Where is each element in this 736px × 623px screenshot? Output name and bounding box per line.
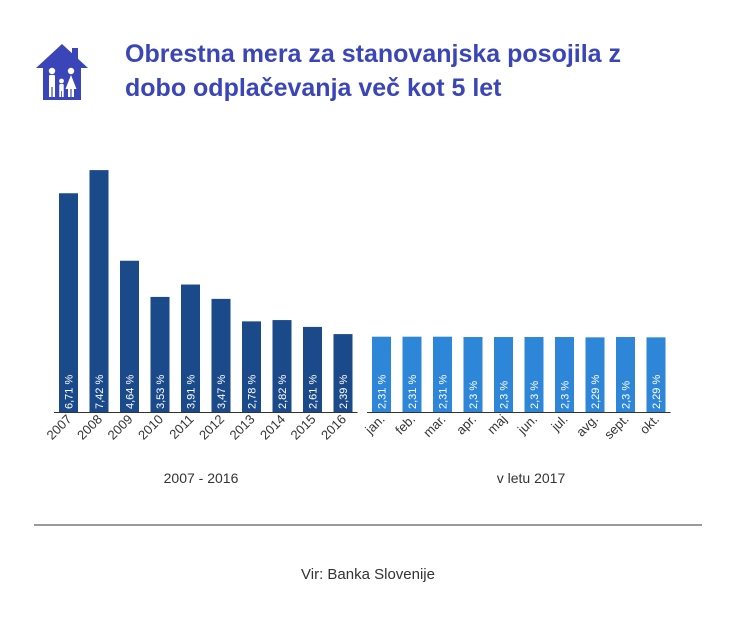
bar-2017-value-label: 2,3 % — [529, 381, 541, 409]
bar-2007-2016-value-label: 7,42 % — [94, 375, 106, 409]
divider — [34, 524, 702, 526]
bar-2017-x-axis-title: v letu 2017 — [497, 470, 566, 486]
bar-2007-2016-tick-label: 2009 — [105, 412, 136, 443]
bar-2017-7 — [555, 337, 574, 412]
bar-2017-tick-label: maj — [484, 411, 509, 436]
bar-2007-2016-tick-label: 2007 — [44, 412, 75, 443]
bar-2017-value-label: 2,31 % — [377, 375, 389, 409]
bar-2007-2016-2 — [89, 170, 109, 412]
bar-2017-value-label: 2,3 % — [468, 381, 480, 409]
bar-2017-3 — [433, 336, 452, 412]
bar-2007-2016-6 — [211, 298, 231, 412]
chart-title: Obrestna mera za stanovanjska posojila z… — [125, 37, 725, 105]
bar-2017-tick-label: jan. — [361, 412, 387, 438]
bar-2007-2016-10 — [333, 334, 353, 412]
bar-2017-value-label: 2,31 % — [438, 375, 450, 409]
bar-2017-value-label: 2,3 % — [560, 381, 572, 409]
bar-2017-4 — [463, 337, 483, 412]
bar-2017-tick-label: sept. — [601, 412, 632, 443]
bar-2007-2016-value-label: 2,78 % — [247, 375, 259, 409]
bar-2017-tick-label: jun. — [514, 412, 540, 438]
bar-2007-2016-tick-label: 2013 — [227, 412, 258, 443]
bar-2007-2016-value-label: 2,82 % — [277, 375, 289, 409]
bar-2007-2016-value-label: 2,61 % — [308, 375, 320, 409]
bar-2017-value-label: 2,3 % — [499, 381, 511, 409]
house-family-icon — [36, 44, 88, 100]
bar-2007-2016-value-label: 2,39 % — [338, 375, 350, 409]
bar-charts: 6,71 % 2007 7,42 % 2008 4,64 % 2009 3,53 % 2010… — [44, 170, 671, 486]
bar-2007-2016-tick-label: 2014 — [257, 412, 288, 443]
bar-2007-2016-1 — [59, 193, 78, 412]
bar-2017-1 — [372, 336, 391, 412]
bar-2007-2016-4 — [150, 296, 170, 412]
bar-2007-2016-7 — [242, 321, 261, 412]
bar-2007-2016-value-label: 3,53 % — [155, 375, 167, 409]
bar-2017-9 — [616, 337, 635, 412]
chart-title-line-1: Obrestna mera za stanovanjska posojila z — [125, 40, 622, 68]
bar-2017-10 — [646, 337, 666, 412]
bar-2007-2016-tick-label: 2016 — [318, 412, 349, 443]
bar-2007-2016-tick-label: 2012 — [196, 412, 227, 443]
bar-2007-2016-5 — [181, 284, 200, 412]
bar-2017-value-label: 2,31 % — [407, 375, 419, 409]
bar-2007-2016-3 — [120, 260, 139, 412]
bar-2007-2016-tick-label: 2015 — [288, 412, 319, 443]
bar-2017-value-label: 2,29 % — [590, 375, 602, 409]
bar-2017-tick-label: okt. — [637, 412, 662, 437]
bar-2017-6 — [524, 337, 544, 412]
bar-2007-2016-tick-label: 2010 — [135, 412, 166, 443]
bar-2017-8 — [585, 337, 605, 412]
bar-2017-tick-label: jul. — [548, 412, 571, 435]
bar-2017-value-label: 2,3 % — [621, 381, 633, 409]
bar-2007-2016-value-label: 4,64 % — [125, 375, 137, 409]
bar-2017-tick-label: avg. — [573, 412, 601, 440]
bar-2007-2016-8 — [272, 320, 292, 412]
bar-2007-2016-tick-label: 2011 — [166, 412, 196, 442]
bar-2017-tick-label: feb. — [392, 412, 418, 438]
bar-2007-2016-value-label: 6,71 % — [64, 375, 76, 409]
bar-2007-2016-9 — [303, 326, 322, 412]
bar-2007-2016-x-axis-title: 2007 - 2016 — [164, 470, 239, 486]
bar-2017-tick-label: apr. — [453, 412, 479, 438]
bar-2017-5 — [494, 337, 513, 412]
bar-2007-2016-value-label: 3,47 % — [216, 375, 228, 409]
bar-2007-2016-tick-label: 2008 — [74, 412, 105, 443]
source-note: Vir: Banka Slovenije — [301, 566, 435, 583]
bar-2017-tick-label: mar. — [420, 412, 448, 440]
bar-2007-2016-value-label: 3,91 % — [186, 375, 198, 409]
bar-2017-value-label: 2,29 % — [651, 375, 663, 409]
chart-title-line-2: dobo odplačevanja več kot 5 let — [125, 74, 502, 102]
bar-2017-2 — [402, 336, 422, 412]
